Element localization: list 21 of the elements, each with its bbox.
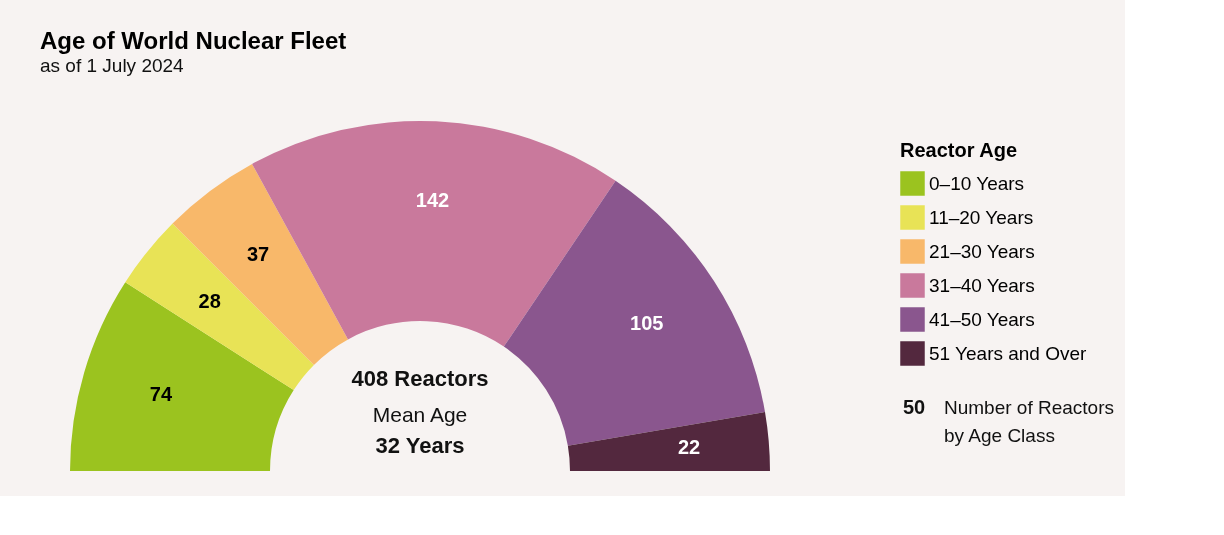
data-label: 22: [677, 436, 701, 459]
data-label: 28: [198, 289, 221, 312]
data-label: 105: [630, 312, 664, 335]
legend-label: 31–40 Years: [929, 274, 1035, 296]
legend-label: 11–20 Years: [929, 206, 1034, 228]
data-label: 37: [246, 242, 270, 265]
data-label: 142: [415, 189, 450, 212]
data-label: 74: [149, 383, 173, 406]
legend-label: 41–50 Years: [929, 308, 1035, 330]
text: Number of Reactors: [944, 397, 1115, 418]
text: by Age Class: [944, 425, 1055, 446]
legend-label: 0–10 Years: [929, 172, 1025, 194]
text: Mean Age: [372, 403, 468, 426]
legend-label: 51 Years and Over: [929, 342, 1088, 364]
text: 408 Reactors: [351, 366, 489, 391]
text: 50: [902, 396, 926, 418]
legend-label: 21–30 Years: [929, 240, 1035, 262]
chart-subtitle: as of 1 July 2024: [40, 55, 185, 76]
chart-title: Age of World Nuclear Fleet: [40, 27, 347, 54]
legend-title: Reactor Age: [900, 139, 1018, 161]
text: 32 Years: [375, 433, 465, 458]
